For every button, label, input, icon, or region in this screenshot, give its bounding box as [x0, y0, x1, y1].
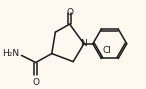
Text: N: N [81, 39, 87, 48]
Text: O: O [32, 78, 39, 87]
Text: H₂N: H₂N [2, 49, 19, 58]
Text: O: O [66, 8, 73, 17]
Text: Cl: Cl [102, 46, 111, 55]
